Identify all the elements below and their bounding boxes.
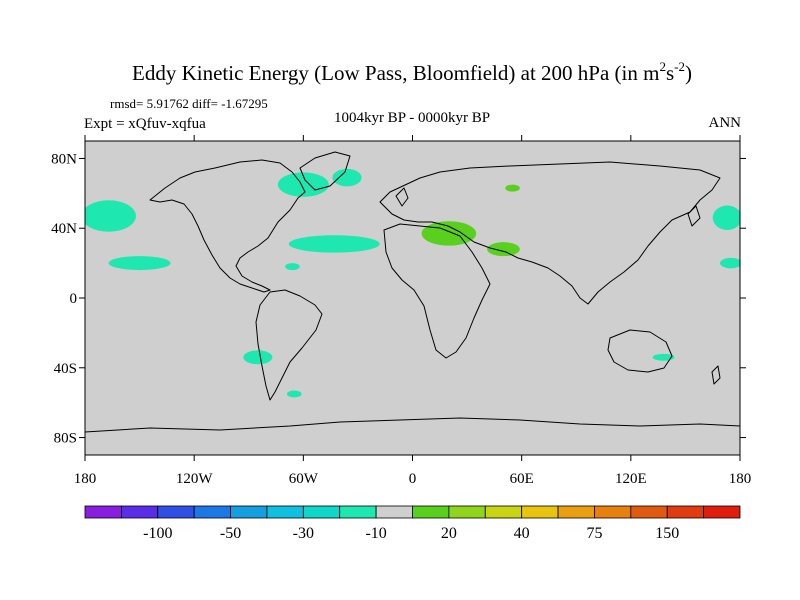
coastline-australia: [607, 329, 673, 373]
x-tick-label: 120W: [176, 471, 214, 487]
x-tick-label: 180: [729, 471, 752, 487]
coastline-greenland: [299, 151, 351, 191]
colorbar-swatch: [412, 505, 450, 519]
anomaly-south-australia: [652, 353, 675, 361]
anomaly-siberia: [505, 184, 520, 192]
anomaly-north-pacific-east-band: [108, 256, 171, 271]
colorbar-swatch: [157, 505, 195, 519]
anomaly-north-atlantic-north: [332, 168, 362, 187]
anomaly-north-pacific-east: [85, 200, 136, 232]
colorbar-swatch: [630, 505, 668, 519]
coastline-japan: [687, 205, 701, 227]
anomaly-north-pacific-west-band: [719, 257, 740, 269]
colorbar-swatch: [594, 505, 632, 519]
colorbar-swatch: [84, 505, 122, 519]
axis-layer: 180 120W 60W 0 60E 120E 180 80N 40N 0 40S 80S: [51, 135, 751, 487]
colorbar-swatch: [448, 505, 486, 519]
chart-title: Eddy Kinetic Energy (Low Pass, Bloomfiel…: [132, 59, 692, 85]
colorbar-swatch: [484, 505, 523, 519]
colorbar-swatch: [375, 505, 413, 519]
y-tick-label: 80S: [54, 431, 77, 447]
colorbar-label: -10: [365, 525, 386, 542]
colorbar: -100 -50 -30 -10 20 40 75 150: [84, 505, 741, 542]
colorbar-label: 40: [514, 525, 530, 542]
x-tick-label: 60E: [510, 471, 534, 487]
anomaly-layer: [85, 168, 740, 398]
colorbar-swatch: [302, 505, 341, 519]
stats-label: rmsd= 5.91762 diff= -1.67295: [110, 96, 268, 111]
colorbar-label: 150: [655, 525, 679, 542]
coastline-antarctica: [85, 417, 740, 433]
anomaly-north-atlantic-band: [288, 235, 380, 253]
anomaly-mediterranean: [421, 221, 477, 246]
anomaly-middle-east: [487, 242, 520, 257]
colorbar-swatch: [703, 505, 741, 519]
colorbar-swatch: [266, 505, 304, 519]
season-label: ANN: [709, 115, 742, 131]
colorbar-label: -50: [220, 525, 241, 542]
x-tick-label: 120E: [615, 471, 647, 487]
coastline-uk: [395, 187, 409, 207]
colorbar-swatch: [666, 505, 705, 519]
coastline-north-america: [149, 159, 306, 293]
experiment-label: Expt = xQfuv-xqfua: [84, 116, 206, 132]
y-tick-label: 0: [70, 291, 78, 307]
colorbar-swatch: [193, 505, 231, 519]
colorbar-label: -30: [293, 525, 314, 542]
x-tick-label: 60W: [289, 471, 319, 487]
colorbar-swatch: [339, 505, 377, 519]
coastline-eurasia: [379, 161, 721, 305]
colorbar-label: -100: [143, 525, 172, 542]
colorbar-swatch: [230, 505, 268, 519]
coastline-new-zealand: [711, 365, 721, 385]
colorbar-label: 20: [441, 525, 457, 542]
coastline-south-america: [255, 289, 323, 401]
x-tick-label: 180: [74, 471, 97, 487]
colorbar-swatch: [120, 505, 159, 519]
colorbar-swatch: [521, 505, 559, 519]
anomaly-south-pacific-chile: [243, 350, 273, 365]
coastline-africa: [383, 223, 491, 359]
anomaly-caribbean: [285, 263, 300, 271]
colorbar-swatch: [557, 505, 595, 519]
coastlines: [85, 151, 740, 433]
anomaly-drake-passage: [286, 390, 302, 398]
anomaly-labrador-sea: [277, 172, 329, 197]
map-background: [85, 141, 740, 455]
colorbar-label: 75: [586, 525, 602, 542]
anomaly-north-pacific-west: [712, 205, 740, 230]
y-tick-label: 40N: [51, 221, 77, 237]
y-tick-label: 40S: [54, 361, 77, 377]
period-label: 1004kyr BP - 0000kyr BP: [334, 110, 490, 126]
x-tick-label: 0: [409, 471, 417, 487]
y-tick-label: 80N: [51, 151, 77, 167]
